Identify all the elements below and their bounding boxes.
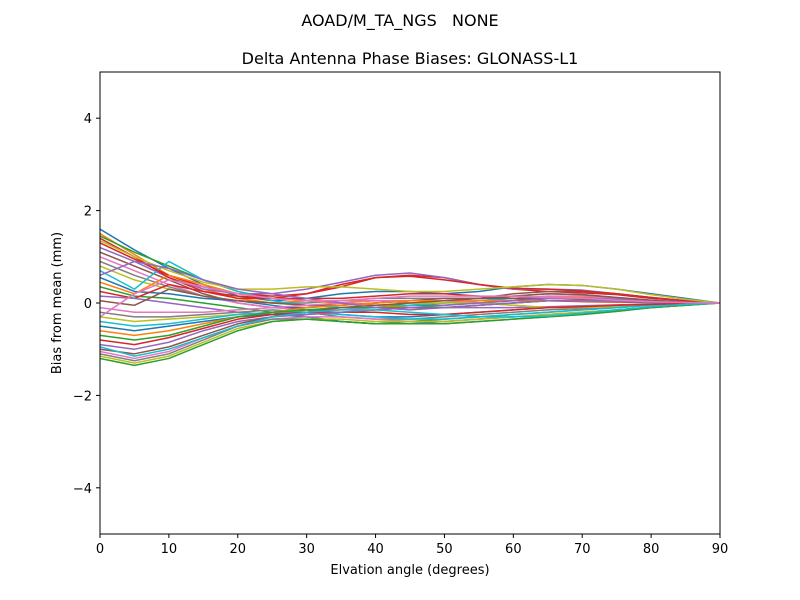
y-axis-label: Bias from mean (mm) xyxy=(50,232,65,374)
series-line-20 xyxy=(100,302,720,327)
y-tick-label: 2 xyxy=(84,205,92,220)
chart-title: Delta Antenna Phase Biases: GLONASS-L1 xyxy=(242,49,579,68)
y-tick-label: 0 xyxy=(84,297,92,312)
figure-suptitle: AOAD/M_TA_NGS NONE xyxy=(301,11,499,30)
y-axis: −4 −2 0 2 4 xyxy=(73,112,100,497)
series-line-34 xyxy=(100,260,720,311)
series-line-32 xyxy=(100,237,720,304)
x-tick-label: 80 xyxy=(643,542,660,557)
series-line-25 xyxy=(100,297,720,350)
series-layer xyxy=(100,228,720,367)
x-tick-label: 0 xyxy=(96,542,104,557)
x-tick-label: 90 xyxy=(712,542,729,557)
series-line-33 xyxy=(100,239,720,304)
x-axis-label: Elvation angle (degrees) xyxy=(330,563,489,578)
y-tick-label: 4 xyxy=(84,112,92,127)
series-line-24 xyxy=(100,302,720,346)
x-tick-label: 60 xyxy=(505,542,522,557)
x-tick-label: 50 xyxy=(436,542,453,557)
series-line-26 xyxy=(100,293,720,355)
y-tick-label: −2 xyxy=(73,389,92,404)
series-line-35 xyxy=(100,279,720,318)
x-tick-label: 20 xyxy=(230,542,247,557)
x-tick-label: 40 xyxy=(367,542,384,557)
x-axis: 0 10 20 30 40 50 60 70 80 90 xyxy=(96,534,728,557)
x-tick-label: 10 xyxy=(161,542,178,557)
x-tick-label: 70 xyxy=(574,542,591,557)
x-tick-label: 30 xyxy=(298,542,315,557)
y-tick-label: −4 xyxy=(73,482,92,497)
series-line-31 xyxy=(100,302,720,357)
series-line-30 xyxy=(100,302,720,367)
